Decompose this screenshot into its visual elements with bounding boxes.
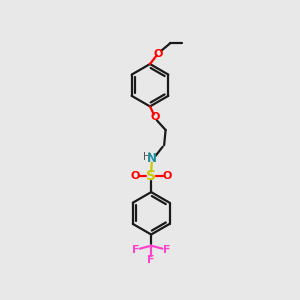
Text: F: F [163, 245, 170, 255]
Text: N: N [147, 152, 157, 165]
Text: F: F [132, 245, 140, 255]
Text: S: S [146, 169, 156, 183]
Text: F: F [147, 255, 155, 265]
Text: O: O [130, 171, 140, 181]
Text: H: H [142, 152, 150, 162]
Text: O: O [163, 171, 172, 181]
Text: O: O [151, 112, 160, 122]
Text: O: O [154, 49, 163, 59]
